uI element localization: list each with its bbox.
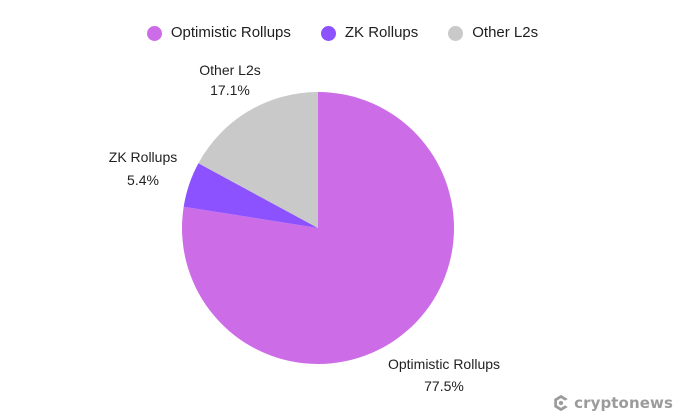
- legend-item-zk-rollups: ZK Rollups: [320, 22, 419, 44]
- watermark-text: cryptonews: [574, 394, 673, 412]
- legend-swatch-optimistic-rollups: [146, 25, 162, 41]
- slice-label-other-l2s: Other L2s 17.1%: [199, 62, 260, 98]
- slice-label-zk-rollups-name: ZK Rollups: [109, 149, 177, 165]
- cryptonews-watermark: cryptonews: [552, 394, 673, 412]
- legend-item-optimistic-rollups: Optimistic Rollups: [146, 22, 291, 44]
- legend-label-optimistic-rollups: Optimistic Rollups: [170, 24, 291, 41]
- slice-label-other-l2s-value: 17.1%: [210, 82, 250, 98]
- legend-item-other-l2s: Other L2s: [448, 22, 538, 44]
- slice-label-other-l2s-name: Other L2s: [199, 62, 260, 78]
- pie-slices: [181, 91, 454, 365]
- cryptonews-logo-icon: [554, 394, 568, 412]
- legend-swatch-other-l2s: [448, 25, 464, 41]
- slice-label-optimistic-rollups: Optimistic Rollups 77.5%: [388, 356, 500, 394]
- legend-label-other-l2s: Other L2s: [472, 24, 539, 41]
- chart-legend: Optimistic Rollups ZK Rollups Other L2s: [0, 22, 685, 44]
- legend-label-zk-rollups: ZK Rollups: [344, 24, 419, 41]
- pie-slice-optimistic-rollups: [181, 92, 454, 365]
- pie-slice-zk-rollups: [183, 163, 318, 228]
- slice-label-zk-rollups: ZK Rollups 5.4%: [109, 149, 177, 188]
- pie-slice-other-l2s: [198, 91, 318, 228]
- slice-label-optimistic-rollups-name: Optimistic Rollups: [388, 356, 500, 372]
- legend-swatch-zk-rollups: [320, 25, 336, 41]
- slice-label-zk-rollups-value: 5.4%: [127, 172, 159, 188]
- slice-label-optimistic-rollups-value: 77.5%: [424, 378, 464, 394]
